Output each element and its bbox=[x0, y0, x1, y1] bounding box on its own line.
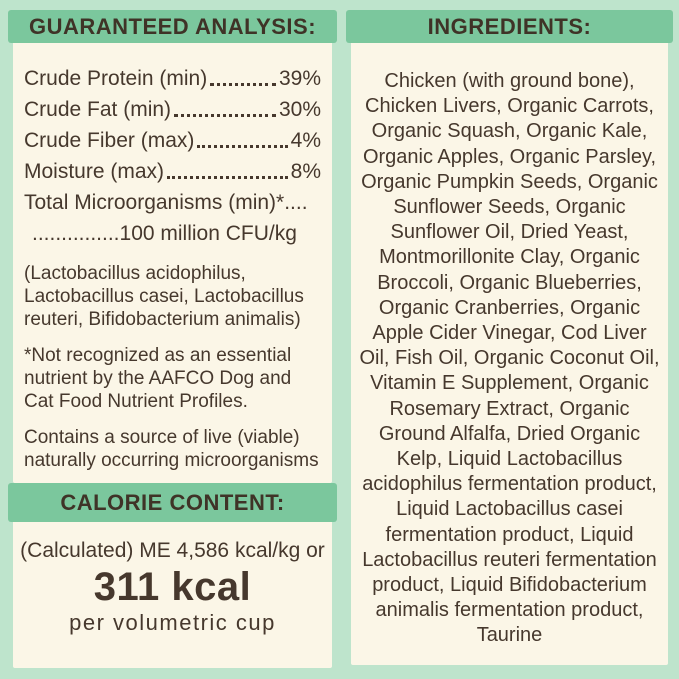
analysis-row-protein: Crude Protein (min) 39% bbox=[24, 63, 321, 94]
analysis-label: Crude Fat (min) bbox=[24, 98, 172, 121]
dot-leader bbox=[210, 83, 276, 86]
right-column: INGREDIENTS: Chicken (with ground bone),… bbox=[346, 10, 673, 665]
calorie-kcal-value: 311 kcal bbox=[93, 565, 252, 609]
guaranteed-analysis-title: GUARANTEED ANALYSIS: bbox=[28, 14, 317, 39]
ingredients-title: INGREDIENTS: bbox=[427, 14, 592, 39]
live-microorganisms-note: Contains a source of live (viable) natur… bbox=[24, 427, 319, 471]
guaranteed-analysis-header: GUARANTEED ANALYSIS: bbox=[8, 10, 337, 43]
calorie-per-cup-label: per volumetric cup bbox=[69, 610, 276, 635]
analysis-row-fiber: Crude Fiber (max) 4% bbox=[24, 125, 321, 156]
calorie-content-header: CALORIE CONTENT: bbox=[8, 483, 337, 522]
dot-leader bbox=[167, 176, 288, 179]
analysis-value: 4% bbox=[290, 129, 321, 152]
calorie-calculated-line: (Calculated) ME 4,586 kcal/kg or bbox=[20, 539, 325, 562]
guaranteed-analysis-panel: Crude Protein (min) 39% Crude Fat (min) … bbox=[13, 43, 332, 483]
left-column: GUARANTEED ANALYSIS: Crude Protein (min)… bbox=[8, 10, 337, 668]
analysis-label: Crude Fiber (max) bbox=[24, 129, 195, 152]
analysis-row-moisture: Moisture (max) 8% bbox=[24, 156, 321, 187]
analysis-value: 30% bbox=[278, 98, 321, 121]
dot-leader bbox=[174, 114, 276, 117]
analysis-microorganisms-value: ...............100 million CFU/kg bbox=[32, 222, 297, 245]
analysis-label: Moisture (max) bbox=[24, 160, 165, 183]
probiotics-species-note: (Lactobacillus acidophilus, Lactobacillu… bbox=[24, 263, 304, 330]
analysis-label: Crude Protein (min) bbox=[24, 67, 208, 90]
analysis-row-fat: Crude Fat (min) 30% bbox=[24, 94, 321, 125]
analysis-value: 8% bbox=[290, 160, 321, 183]
ingredients-panel: Chicken (with ground bone), Chicken Live… bbox=[351, 43, 668, 665]
aafco-footnote: *Not recognized as an essential nutrient… bbox=[24, 345, 292, 412]
analysis-value: 39% bbox=[278, 67, 321, 90]
analysis-row-microorganisms: Total Microorganisms (min)*.... bbox=[24, 191, 308, 214]
dot-leader bbox=[197, 145, 288, 148]
ingredients-list-text: Chicken (with ground bone), Chicken Live… bbox=[359, 70, 660, 647]
calorie-content-title: CALORIE CONTENT: bbox=[60, 490, 285, 515]
calorie-content-panel: (Calculated) ME 4,586 kcal/kg or 311 kca… bbox=[13, 522, 332, 668]
ingredients-header: INGREDIENTS: bbox=[346, 10, 673, 43]
